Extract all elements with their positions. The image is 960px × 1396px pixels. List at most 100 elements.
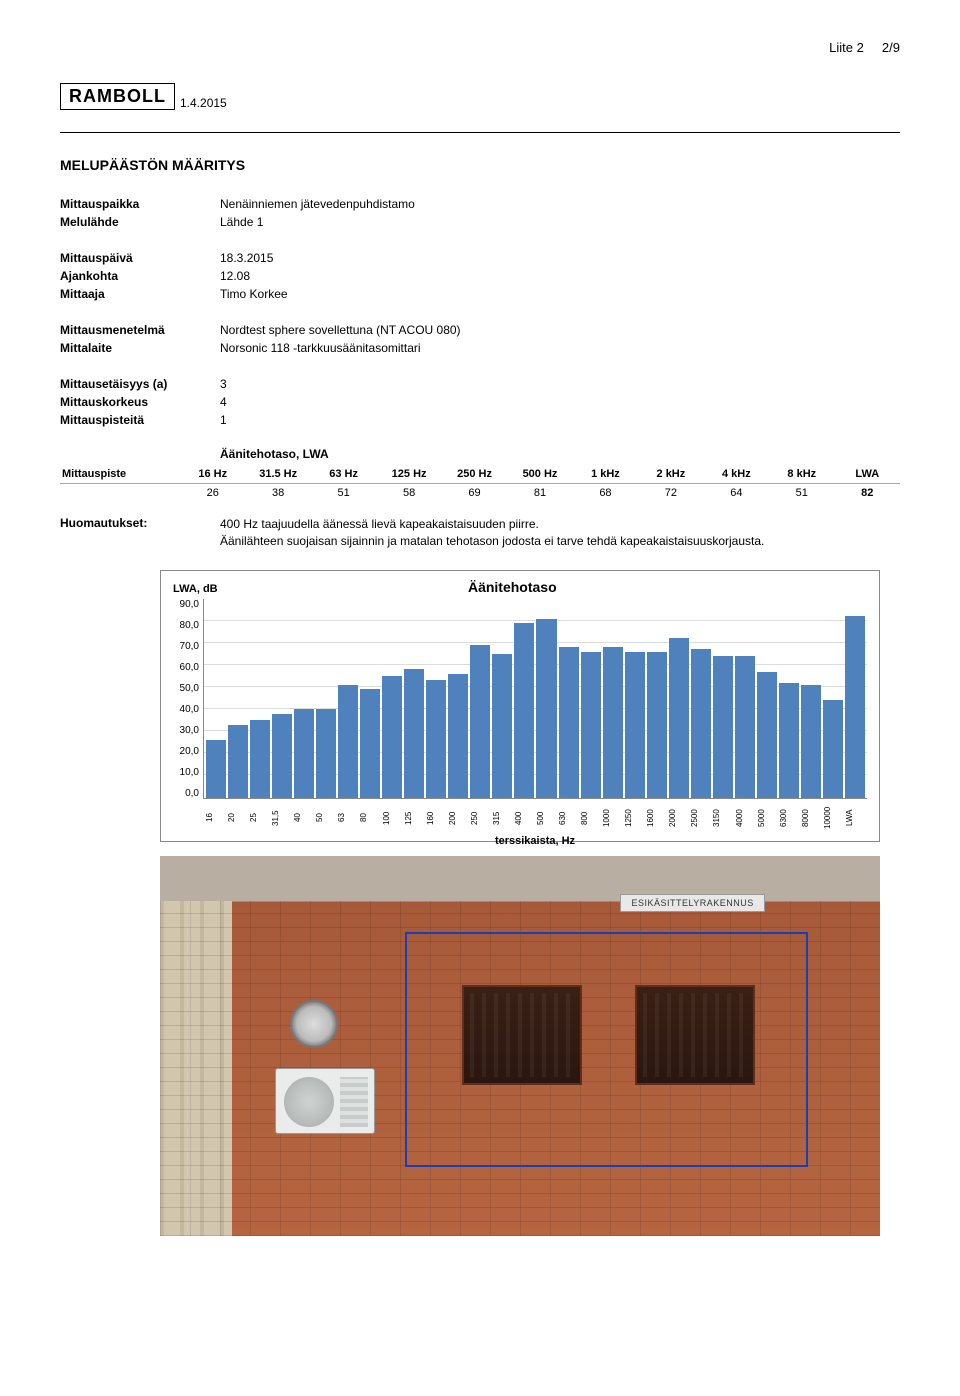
- photo-sign: ESIKÄSITTELYRAKENNUS: [620, 894, 764, 912]
- table-col-head: LWA: [835, 465, 900, 484]
- kv-value: Timo Korkee: [220, 285, 900, 303]
- table-col-head: 500 Hz: [507, 465, 572, 484]
- notes-line: 400 Hz taajuudella äänessä lievä kapeaka…: [220, 516, 900, 533]
- chart-bar: [801, 685, 821, 798]
- chart-bar: [581, 652, 601, 798]
- chart-xtick: 200: [448, 803, 468, 833]
- chart-ytick: 80,0: [180, 620, 199, 631]
- kv-value: 4: [220, 393, 900, 411]
- chart-bar: [470, 645, 490, 798]
- chart-bar: [294, 709, 314, 797]
- block-location: MittauspaikkaNenäinniemen jätevedenpuhdi…: [60, 195, 900, 231]
- kv-value: 18.3.2015: [220, 249, 900, 267]
- chart-xtick: 2500: [690, 803, 710, 833]
- kv-key: Mittaaja: [60, 285, 220, 303]
- chart-xtick: 125: [404, 803, 424, 833]
- table-cell: 69: [442, 484, 507, 503]
- divider: [60, 132, 900, 133]
- freq-table-wrap: Äänitehotaso, LWA Mittauspiste16 Hz31.5 …: [60, 447, 900, 502]
- chart-bar: [206, 740, 226, 797]
- chart-xtick: 10000: [823, 803, 843, 833]
- table-col-head: 16 Hz: [180, 465, 245, 484]
- top-date: 1.4.2015: [180, 96, 900, 110]
- chart-xtick: 50: [315, 803, 335, 833]
- table-cell: 82: [835, 484, 900, 503]
- kv-row: Mittauspäivä18.3.2015: [60, 249, 900, 267]
- table-col-head: 250 Hz: [442, 465, 507, 484]
- kv-value: 1: [220, 411, 900, 429]
- kv-row: MittaajaTimo Korkee: [60, 285, 900, 303]
- kv-key: Mittauskorkeus: [60, 393, 220, 411]
- chart-bar: [779, 683, 799, 798]
- chart-xtick: 40: [293, 803, 313, 833]
- chart-xtick: 80: [359, 803, 379, 833]
- appendix-label: Liite 2: [829, 40, 864, 55]
- photo-round-vent: [290, 1000, 338, 1048]
- chart-xtick: 6300: [779, 803, 799, 833]
- chart-xtick: 630: [558, 803, 578, 833]
- chart-xtick: 20: [227, 803, 247, 833]
- table-cell: 58: [376, 484, 441, 503]
- block-distance: Mittausetäisyys (a)3Mittauskorkeus4Mitta…: [60, 375, 900, 429]
- photo-ac-unit: [275, 1068, 375, 1134]
- page-header: Liite 2 2/9: [60, 40, 900, 55]
- chart-yaxis: 90,080,070,060,050,040,030,020,010,00,0: [173, 599, 203, 799]
- chart-bar: [713, 656, 733, 798]
- chart-bars: [203, 599, 867, 799]
- chart-xtick: 1250: [624, 803, 644, 833]
- chart-xtick: 3150: [712, 803, 732, 833]
- chart-bar: [448, 674, 468, 798]
- kv-key: Mittalaite: [60, 339, 220, 357]
- chart-bar: [316, 709, 336, 797]
- chart-xtick: 315: [492, 803, 512, 833]
- kv-key: Mittausetäisyys (a): [60, 375, 220, 393]
- chart-bar: [603, 647, 623, 797]
- kv-row: MittausmenetelmäNordtest sphere sovellet…: [60, 321, 900, 339]
- chart-bar: [250, 720, 270, 797]
- chart-title: Äänitehotaso: [158, 579, 867, 595]
- chart-bar: [514, 623, 534, 798]
- table-rowlabel-head: Mittauspiste: [60, 465, 180, 484]
- chart-bar: [360, 689, 380, 797]
- chart-xtick: 500: [536, 803, 556, 833]
- kv-value: Lähde 1: [220, 213, 900, 231]
- kv-row: MelulähdeLähde 1: [60, 213, 900, 231]
- kv-key: Mittauspäivä: [60, 249, 220, 267]
- chart-xtick: 16: [205, 803, 225, 833]
- logo: RAMBOLL: [60, 83, 175, 110]
- table-cell: 26: [180, 484, 245, 503]
- chart-xtick: 400: [514, 803, 534, 833]
- chart-bar: [823, 700, 843, 797]
- chart-bar: [228, 725, 248, 798]
- chart-xtick: 8000: [801, 803, 821, 833]
- photo-vent: [635, 985, 755, 1085]
- block-method: MittausmenetelmäNordtest sphere sovellet…: [60, 321, 900, 357]
- chart-xtick: 100: [382, 803, 402, 833]
- chart-xtick: 1600: [646, 803, 666, 833]
- table-col-head: 63 Hz: [311, 465, 376, 484]
- chart-xtick: 160: [426, 803, 446, 833]
- table-col-head: 31.5 Hz: [245, 465, 310, 484]
- table-rowlabel: [60, 484, 180, 503]
- notes-key: Huomautukset:: [60, 516, 220, 550]
- chart-ytick: 20,0: [180, 746, 199, 757]
- freq-table: Mittauspiste16 Hz31.5 Hz63 Hz125 Hz250 H…: [60, 465, 900, 502]
- chart-xtick: 2000: [668, 803, 688, 833]
- chart-xtick: 800: [580, 803, 600, 833]
- chart-inner: 16202531,5405063801001251602002503154005…: [203, 599, 867, 829]
- chart-plot: 90,080,070,060,050,040,030,020,010,00,0 …: [173, 599, 867, 829]
- chart-bar: [338, 685, 358, 798]
- chart-bar: [647, 652, 667, 798]
- page-number: 2/9: [882, 40, 900, 55]
- chart-bar: [272, 714, 292, 798]
- kv-value: Norsonic 118 -tarkkuusäänitasomittari: [220, 339, 900, 357]
- kv-value: 3: [220, 375, 900, 393]
- table-cell: 72: [638, 484, 703, 503]
- table-cell: 68: [573, 484, 638, 503]
- chart-ytick: 50,0: [180, 683, 199, 694]
- chart-ytick: 40,0: [180, 704, 199, 715]
- page: Liite 2 2/9 RAMBOLL 1.4.2015 MELUPÄÄSTÖN…: [0, 0, 960, 1276]
- kv-row: MittalaiteNorsonic 118 -tarkkuusäänitaso…: [60, 339, 900, 357]
- chart-bar: [691, 649, 711, 797]
- table-cell: 51: [769, 484, 834, 503]
